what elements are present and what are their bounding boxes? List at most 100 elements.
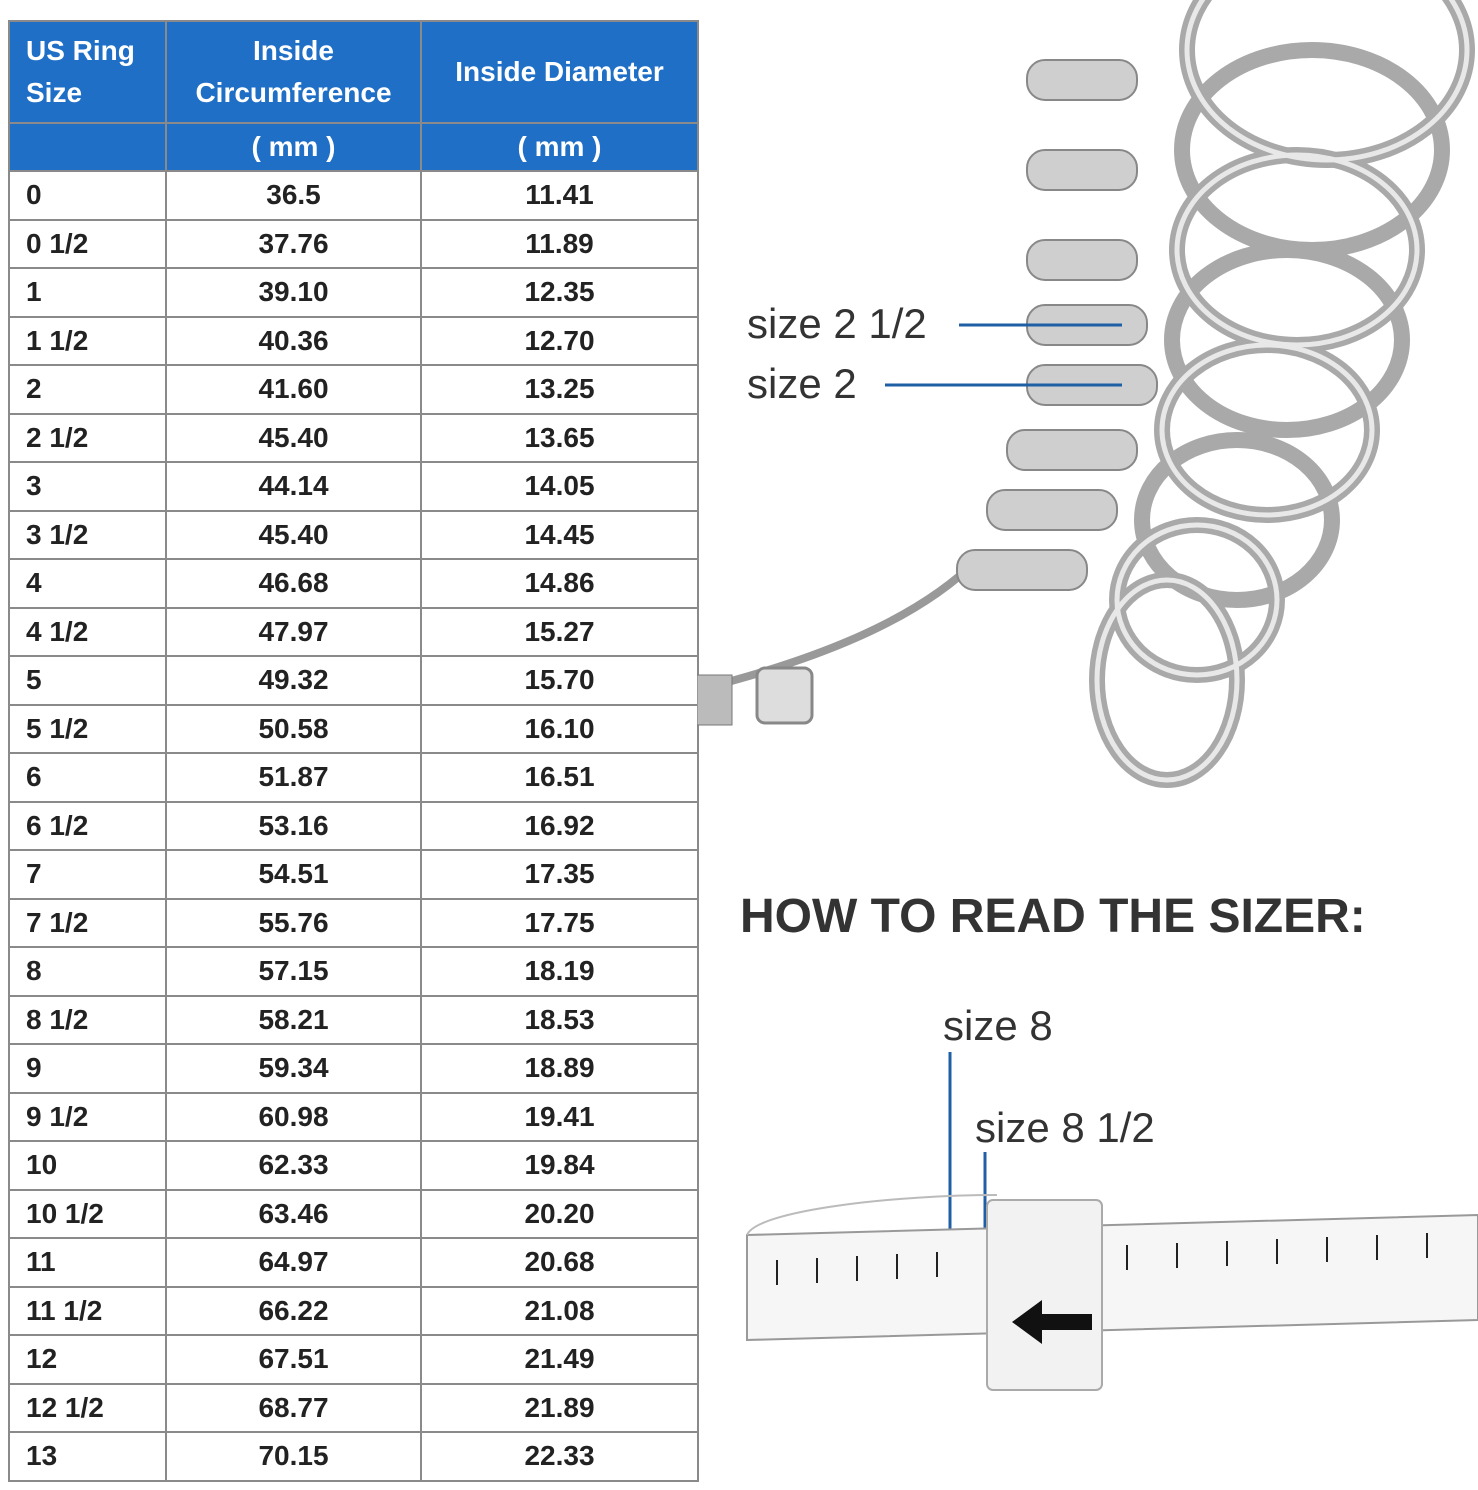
illustration: size 2 1/2 size 2 HOW TO READ THE SIZER:… bbox=[697, 0, 1478, 1391]
table-cell: 13.25 bbox=[420, 364, 699, 415]
table-cell: 55.76 bbox=[165, 897, 422, 948]
table-cell: 4 1/2 bbox=[8, 606, 167, 657]
table-cell: 5 bbox=[8, 655, 167, 706]
table-cell: 60.98 bbox=[165, 1091, 422, 1142]
table-cell: 10 bbox=[8, 1140, 167, 1191]
strip-label: size 8 bbox=[943, 1002, 1053, 1049]
table-row: 0 36.5 11.41 bbox=[8, 170, 699, 221]
table-row: 7 1/2 55.76 17.75 bbox=[8, 897, 699, 948]
table-row: 13 70.15 22.33 bbox=[8, 1431, 699, 1482]
table-row: 5 49.32 15.70 bbox=[8, 655, 699, 706]
table-cell: 37.76 bbox=[165, 218, 422, 269]
heading: HOW TO READ THE SIZER: bbox=[740, 890, 1366, 943]
table-cell: 0 1/2 bbox=[8, 218, 167, 269]
table-cell: 6 1/2 bbox=[8, 800, 167, 851]
table-cell: 12.35 bbox=[420, 267, 699, 318]
table-row: 1 39.10 12.35 bbox=[8, 267, 699, 318]
table-cell: 12.70 bbox=[420, 315, 699, 366]
strip-label: size 8 1/2 bbox=[975, 1104, 1155, 1151]
table-cell: 2 bbox=[8, 364, 167, 415]
table-cell: 7 bbox=[8, 849, 167, 900]
table-row: 4 46.68 14.86 bbox=[8, 558, 699, 609]
table-row: 11 1/2 66.22 21.08 bbox=[8, 1285, 699, 1336]
table-row: 3 1/2 45.40 14.45 bbox=[8, 509, 699, 560]
table-cell: 36.5 bbox=[165, 170, 422, 221]
ring-label: size 2 1/2 bbox=[747, 300, 927, 347]
table-row: 10 1/2 63.46 20.20 bbox=[8, 1188, 699, 1239]
table-cell: 59.34 bbox=[165, 1043, 422, 1094]
table-cell: 18.53 bbox=[420, 994, 699, 1045]
table-cell: 4 bbox=[8, 558, 167, 609]
ring-sizer bbox=[697, 0, 1475, 788]
table-cell: 68.77 bbox=[165, 1382, 422, 1433]
table-cell: 50.58 bbox=[165, 703, 422, 754]
table-cell: 16.10 bbox=[420, 703, 699, 754]
table-cell: 54.51 bbox=[165, 849, 422, 900]
table-cell: 62.33 bbox=[165, 1140, 422, 1191]
table-cell: 70.15 bbox=[165, 1431, 422, 1482]
table-cell: 17.35 bbox=[420, 849, 699, 900]
table-cell: 0 bbox=[8, 170, 167, 221]
table-cell: 14.45 bbox=[420, 509, 699, 560]
table-row: 5 1/2 50.58 16.10 bbox=[8, 703, 699, 754]
table-cell: 16.51 bbox=[420, 752, 699, 803]
table-cell: 2 1/2 bbox=[8, 412, 167, 463]
table-cell: 8 1/2 bbox=[8, 994, 167, 1045]
table-cell: 12 bbox=[8, 1334, 167, 1385]
table-cell: 10 1/2 bbox=[8, 1188, 167, 1239]
table-row: 2 41.60 13.25 bbox=[8, 364, 699, 415]
table-row: 8 57.15 18.19 bbox=[8, 946, 699, 997]
table-cell: 16.92 bbox=[420, 800, 699, 851]
header-row: US Ring Size Inside Circumference Inside… bbox=[8, 20, 699, 124]
table-cell: 58.21 bbox=[165, 994, 422, 1045]
table-cell: 44.14 bbox=[165, 461, 422, 512]
header-cell: Inside Circumference bbox=[165, 20, 422, 124]
table-row: 12 1/2 68.77 21.89 bbox=[8, 1382, 699, 1433]
table-cell: 45.40 bbox=[165, 412, 422, 463]
table-cell: 1 1/2 bbox=[8, 315, 167, 366]
table-row: 11 64.97 20.68 bbox=[8, 1237, 699, 1288]
table-row: 4 1/2 47.97 15.27 bbox=[8, 606, 699, 657]
table-cell: 57.15 bbox=[165, 946, 422, 997]
table-cell: 19.84 bbox=[420, 1140, 699, 1191]
table-cell: 11.41 bbox=[420, 170, 699, 221]
header-cell bbox=[8, 122, 167, 172]
table-cell: 17.75 bbox=[420, 897, 699, 948]
header-cell: Inside Diameter bbox=[420, 20, 699, 124]
table-cell: 67.51 bbox=[165, 1334, 422, 1385]
table-cell: 45.40 bbox=[165, 509, 422, 560]
table-cell: 20.20 bbox=[420, 1188, 699, 1239]
units-row: ( mm ) ( mm ) bbox=[8, 122, 699, 172]
table-cell: 51.87 bbox=[165, 752, 422, 803]
table-cell: 47.97 bbox=[165, 606, 422, 657]
table-cell: 11 bbox=[8, 1237, 167, 1288]
header-cell: US Ring Size bbox=[8, 20, 167, 124]
table-cell: 18.19 bbox=[420, 946, 699, 997]
table-cell: 64.97 bbox=[165, 1237, 422, 1288]
table-row: 9 1/2 60.98 19.41 bbox=[8, 1091, 699, 1142]
table-row: 7 54.51 17.35 bbox=[8, 849, 699, 900]
unit-cell: ( mm ) bbox=[165, 122, 422, 172]
table-row: 3 44.14 14.05 bbox=[8, 461, 699, 512]
table-cell: 21.89 bbox=[420, 1382, 699, 1433]
table-row: 6 1/2 53.16 16.92 bbox=[8, 800, 699, 851]
table-cell: 15.27 bbox=[420, 606, 699, 657]
table-cell: 19.41 bbox=[420, 1091, 699, 1142]
table-cell: 63.46 bbox=[165, 1188, 422, 1239]
table-cell: 3 1/2 bbox=[8, 509, 167, 560]
table-cell: 13.65 bbox=[420, 412, 699, 463]
table-cell: 12 1/2 bbox=[8, 1382, 167, 1433]
table-cell: 5 1/2 bbox=[8, 703, 167, 754]
table-row: 2 1/2 45.40 13.65 bbox=[8, 412, 699, 463]
table-cell: 40.36 bbox=[165, 315, 422, 366]
table-cell: 18.89 bbox=[420, 1043, 699, 1094]
table-cell: 9 1/2 bbox=[8, 1091, 167, 1142]
table-row: 9 59.34 18.89 bbox=[8, 1043, 699, 1094]
table-cell: 9 bbox=[8, 1043, 167, 1094]
table-cell: 46.68 bbox=[165, 558, 422, 609]
table-cell: 53.16 bbox=[165, 800, 422, 851]
table-cell: 66.22 bbox=[165, 1285, 422, 1336]
table-cell: 11.89 bbox=[420, 218, 699, 269]
table-row: 8 1/2 58.21 18.53 bbox=[8, 994, 699, 1045]
